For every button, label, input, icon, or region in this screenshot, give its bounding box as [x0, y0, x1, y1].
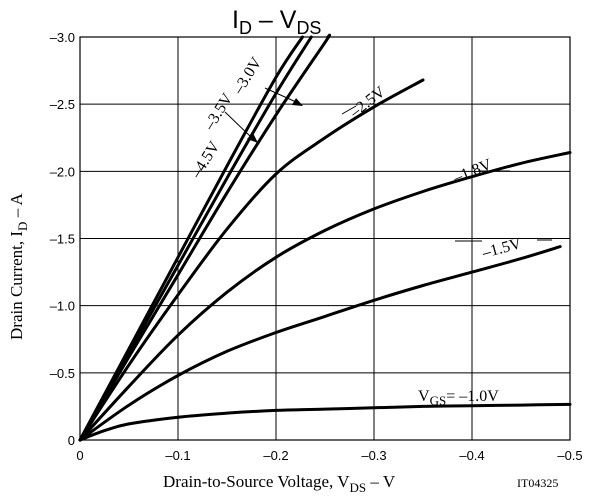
plot-frame	[79, 36, 571, 441]
y-tick-label: –2.5	[50, 97, 75, 112]
chart-title-sub-d: D	[239, 18, 252, 38]
chart-title: ID – VDS	[232, 6, 321, 38]
y-tick-label: –1.5	[50, 232, 75, 247]
label-1-5v: –1.5V	[480, 235, 524, 262]
y-axis-label-tail: – A	[7, 192, 26, 221]
series-line-3	[78, 33, 332, 442]
x-tick-label: –0.4	[459, 448, 484, 463]
series-line-1	[78, 35, 304, 442]
y-tick-labels: 0 –0.5 –1.0 –1.5 –2.0 –2.5 –3.0	[50, 30, 75, 448]
y-tick-label: 0	[68, 433, 75, 448]
x-axis-label: Drain-to-Source Voltage, VDS – V	[163, 472, 396, 495]
chart-title-mid: – V	[252, 6, 297, 34]
x-tick-label: 0	[76, 448, 83, 463]
series-line-4	[78, 78, 425, 442]
y-tick-label: –3.0	[50, 30, 75, 45]
x-axis-label-main: Drain-to-Source Voltage, V	[163, 472, 350, 491]
x-tick-label: –0.2	[263, 448, 288, 463]
series-line-6	[78, 245, 562, 442]
y-tick-label: –0.5	[50, 366, 75, 381]
label-4-5v: –4.5V	[187, 138, 223, 182]
grid-lines	[79, 36, 571, 441]
series-lines	[78, 33, 572, 442]
label-vgs-main: V	[418, 388, 430, 405]
arrow-line-3-0v	[264, 87, 297, 103]
label-3-0v: –3.0V	[229, 54, 265, 98]
x-axis-label-sub: DS	[350, 480, 367, 495]
label-3-5v: –3.5V	[200, 90, 236, 134]
x-tick-label: –0.1	[165, 448, 190, 463]
x-tick-label: –0.3	[361, 448, 386, 463]
figure-code: IT04325	[517, 476, 558, 490]
series-line-5	[78, 151, 572, 442]
label-vgs-sub: GS	[430, 393, 447, 408]
y-axis-label-sub: D	[15, 222, 30, 231]
label-vgs-tail: = –1.0V	[446, 388, 499, 405]
y-tick-label: –2.0	[50, 164, 75, 179]
chart-title-sub-ds: DS	[296, 18, 321, 38]
arrow-line-3-5v	[224, 111, 253, 139]
x-tick-labels: 0 –0.1 –0.2 –0.3 –0.4 –0.5	[76, 448, 582, 463]
y-axis-label-main: Drain Current, I	[7, 231, 26, 340]
series-line-7	[78, 402, 572, 442]
label-vgs-1-0v: VGS= –1.0V	[418, 388, 499, 408]
y-tick-label: –1.0	[50, 299, 75, 314]
arrow-head-3-5v	[247, 133, 258, 143]
y-axis-label: Drain Current, ID – A	[7, 192, 30, 340]
x-tick-label: –0.5	[557, 448, 582, 463]
x-axis-label-tail: – V	[366, 472, 396, 491]
chart-title-main: I	[232, 6, 239, 34]
label-arrows	[224, 87, 552, 242]
leader-2-5v	[341, 105, 357, 115]
arrow-head-3-0v	[292, 98, 303, 106]
